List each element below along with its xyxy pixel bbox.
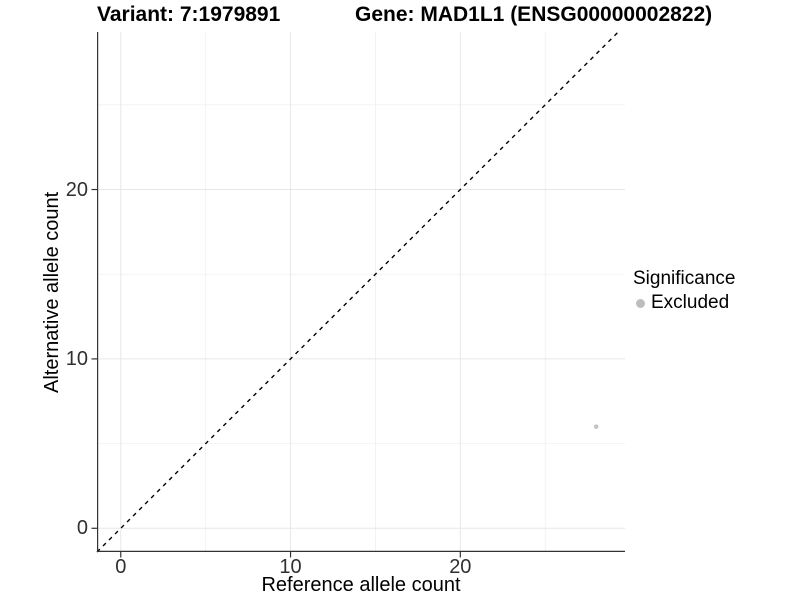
legend-title: Significance bbox=[633, 268, 736, 289]
x-tick-label: 0 bbox=[115, 556, 127, 578]
legend-item-label: Excluded bbox=[651, 292, 730, 313]
legend-item-excluded: Excluded bbox=[633, 292, 735, 314]
legend: Significance Excluded bbox=[633, 268, 735, 314]
y-axis-title: Alternative allele count bbox=[41, 191, 63, 393]
legend-point-icon bbox=[636, 298, 645, 308]
x-tick-label: 20 bbox=[449, 556, 472, 578]
variant-title: Variant: 7:1979891 bbox=[97, 3, 281, 26]
y-tick-label: 10 bbox=[65, 347, 88, 370]
gene-title: Gene: MAD1L1 (ENSG00000002822) bbox=[355, 3, 713, 26]
y-tick-label: 0 bbox=[76, 517, 88, 540]
y-tick-label: 20 bbox=[65, 178, 88, 201]
x-tick-label: 10 bbox=[279, 556, 302, 578]
plot-canvas bbox=[91, 31, 625, 558]
x-axis-title: Reference allele count bbox=[261, 574, 461, 596]
plot-panel bbox=[91, 31, 625, 558]
